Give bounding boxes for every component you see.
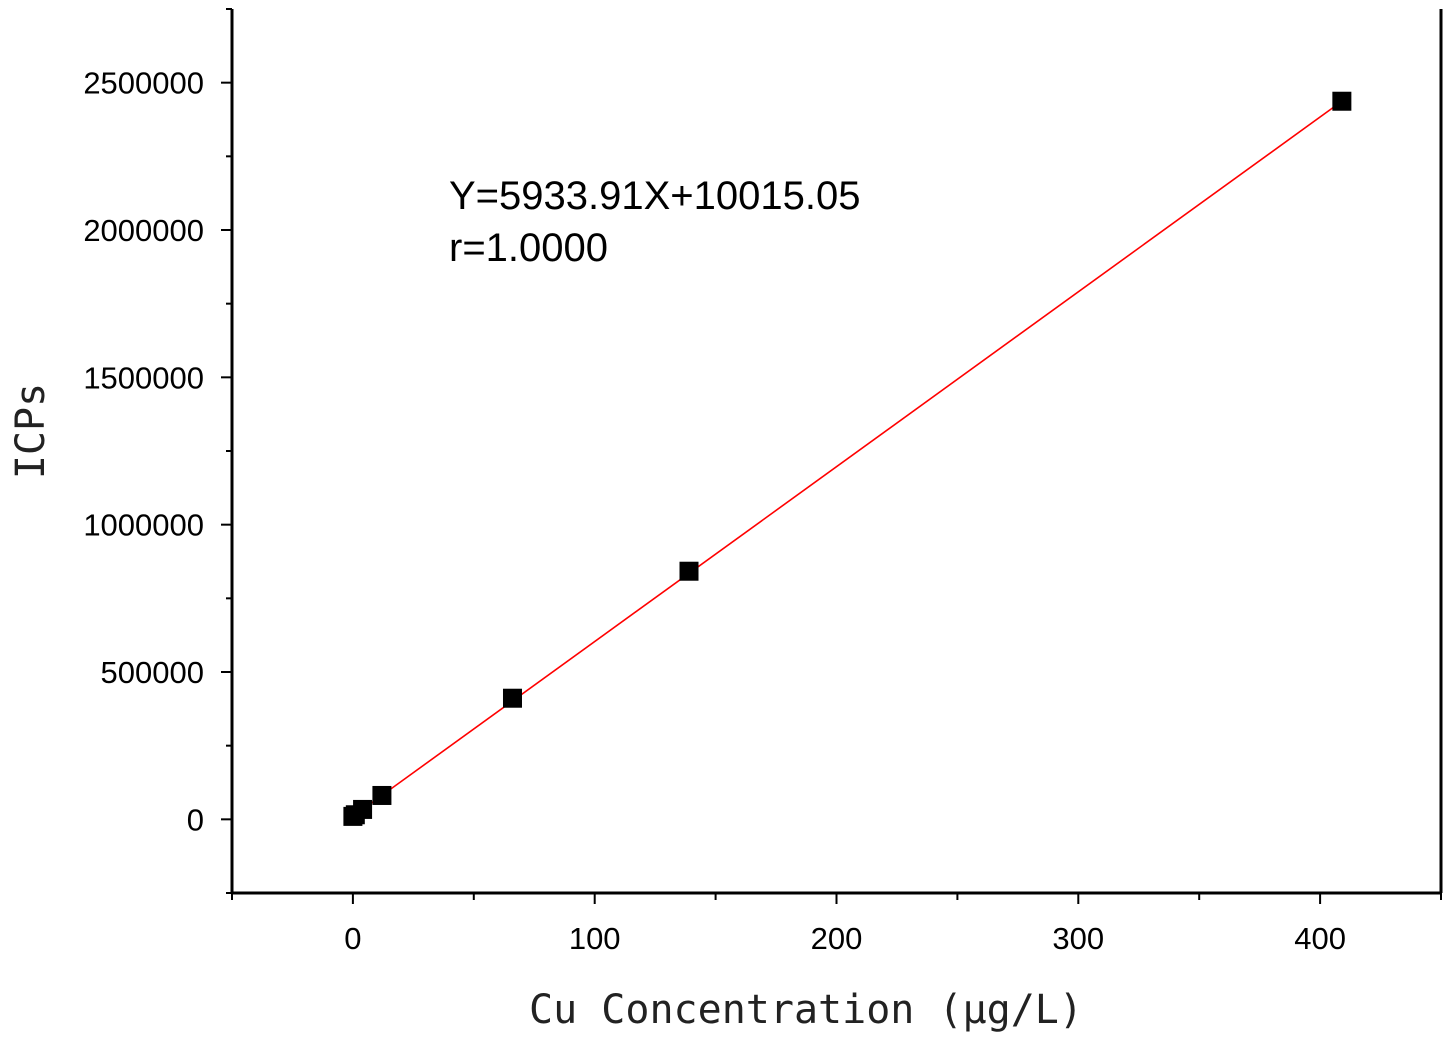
y-axis-title: ICPs bbox=[8, 383, 54, 479]
y-tick-label: 2500000 bbox=[83, 66, 204, 101]
x-axis-title: Cu Concentration (μg/L) bbox=[529, 987, 1083, 1033]
equation-annotation: Y=5933.91X+10015.05 bbox=[449, 174, 861, 218]
correlation-annotation: r=1.0000 bbox=[449, 226, 608, 270]
y-tick-label: 500000 bbox=[101, 655, 204, 690]
data-point bbox=[353, 799, 373, 819]
y-tick-label: 1500000 bbox=[83, 360, 204, 395]
data-point bbox=[679, 561, 699, 581]
data-point bbox=[502, 688, 522, 708]
y-tick-label: 2000000 bbox=[83, 213, 204, 248]
plot-frame bbox=[230, 9, 1443, 895]
data-point bbox=[372, 785, 392, 805]
x-tick-label: 300 bbox=[1052, 921, 1104, 956]
x-tick-label: 0 bbox=[344, 921, 361, 956]
y-tick-label: 0 bbox=[187, 802, 204, 837]
x-tick-label: 100 bbox=[569, 921, 621, 956]
y-tick-label: 1000000 bbox=[83, 508, 204, 543]
x-tick-label: 400 bbox=[1294, 921, 1346, 956]
axis-ticks: 0 500000 1000000 1500000 2000000 2500000 0 100 2… bbox=[83, 8, 1442, 956]
data-points bbox=[343, 91, 1352, 826]
data-point bbox=[1332, 91, 1352, 111]
x-tick-label: 200 bbox=[811, 921, 863, 956]
